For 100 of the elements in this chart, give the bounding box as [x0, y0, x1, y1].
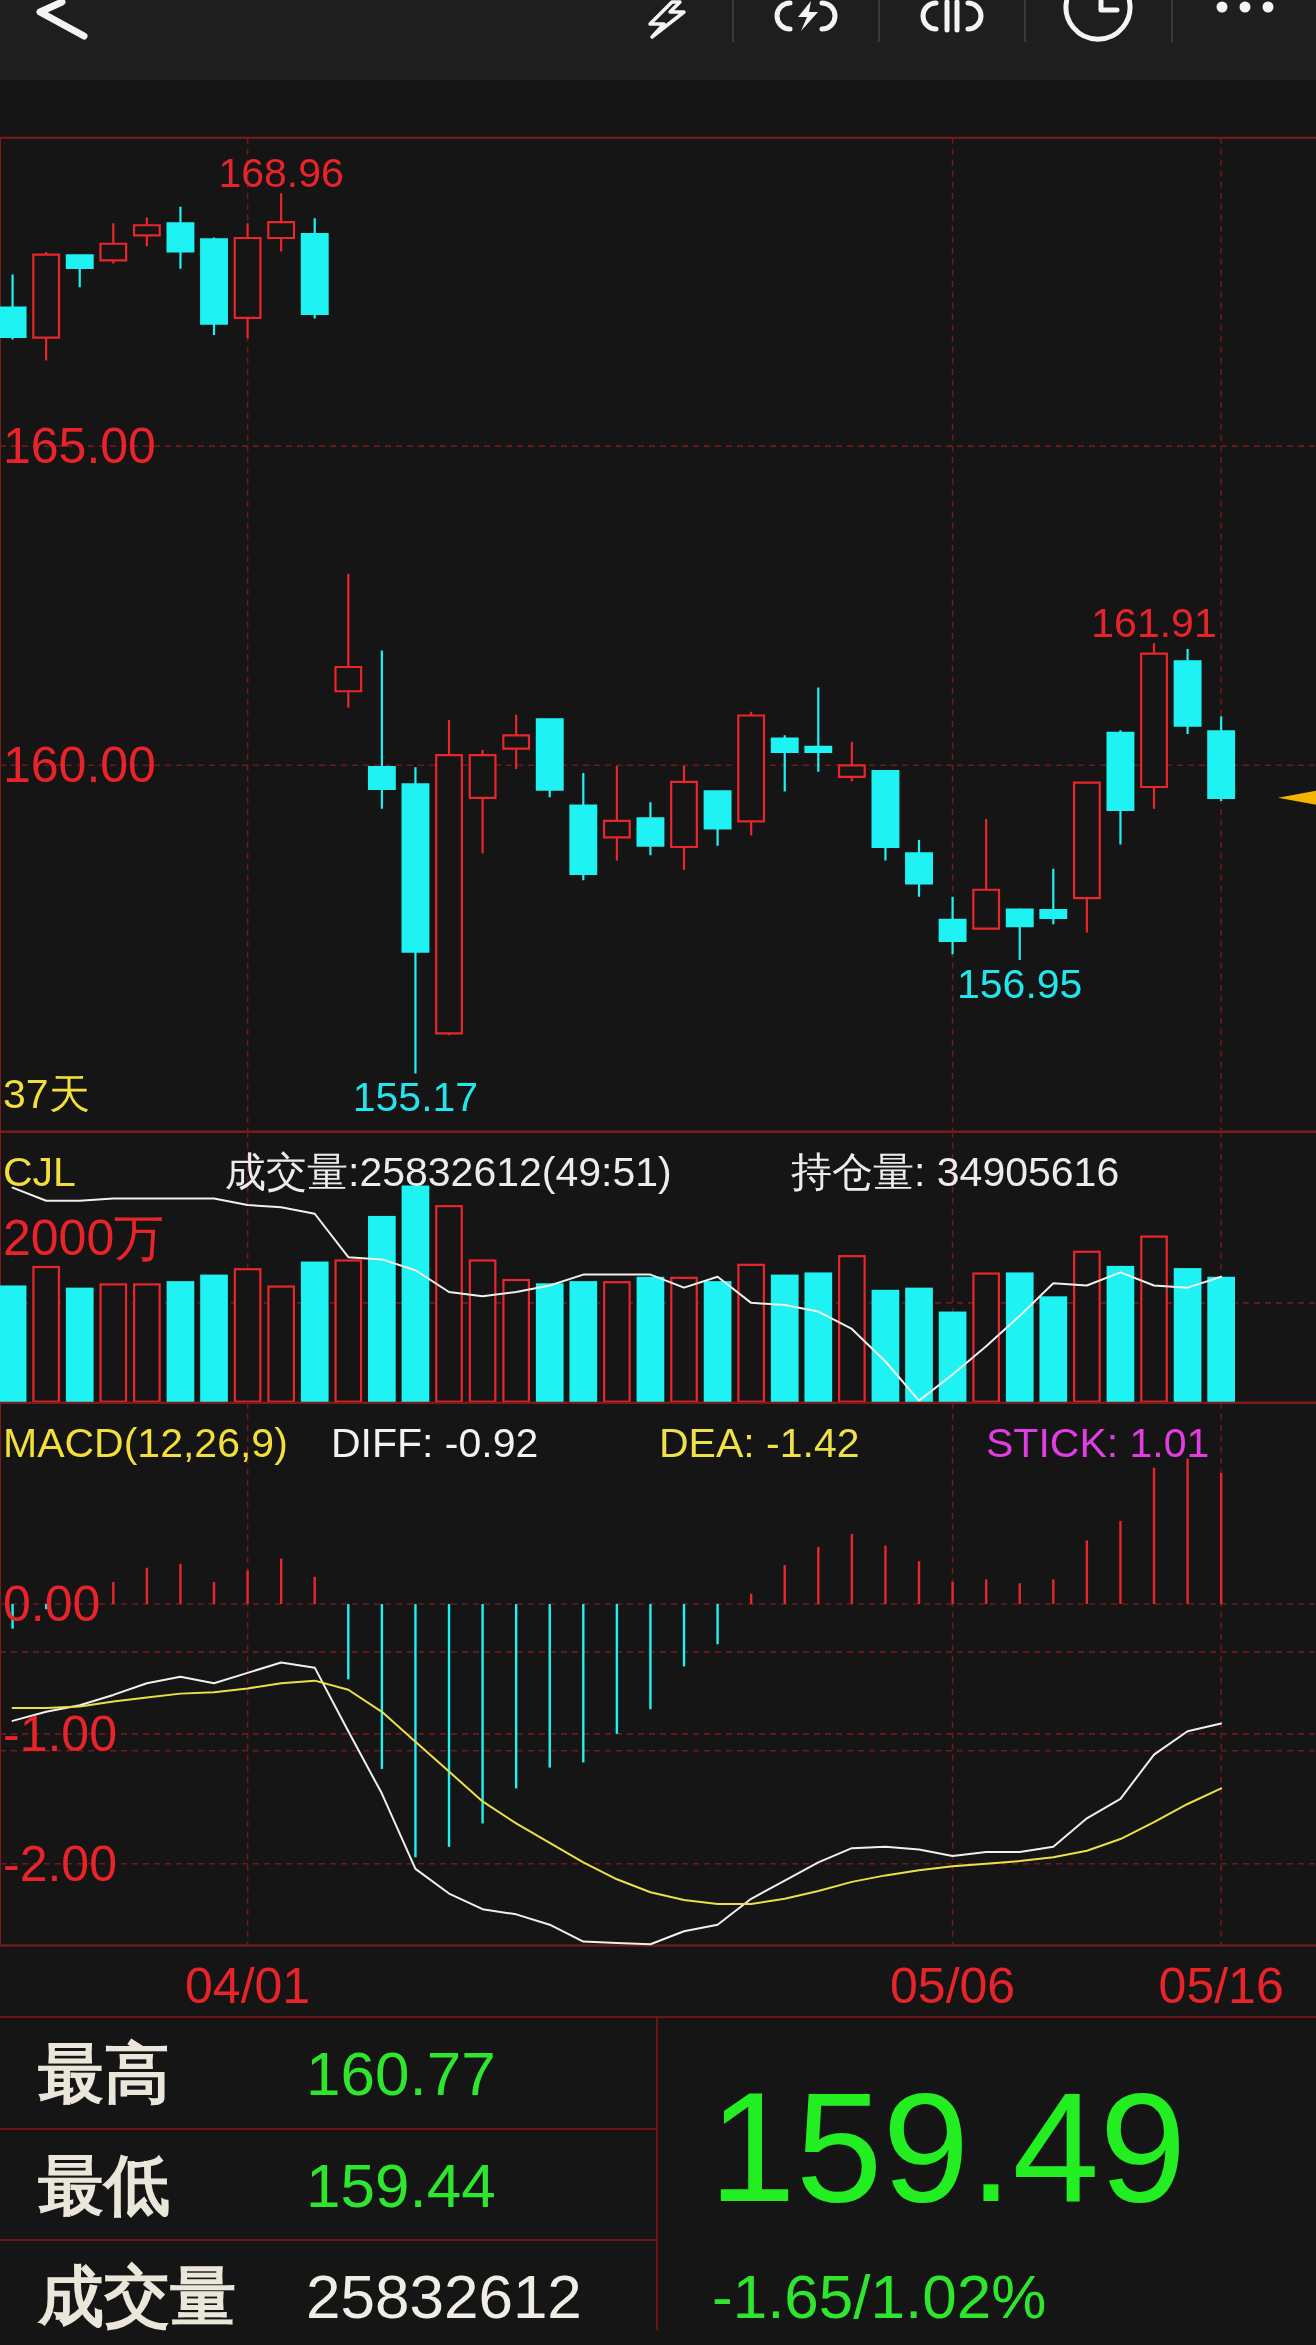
- bar: [468, 1259, 497, 1403]
- bar: [649, 1604, 652, 1710]
- candlestick: [938, 895, 967, 956]
- bar: [817, 1546, 820, 1605]
- bar: [938, 1311, 967, 1403]
- text: 159.49: [709, 2060, 1187, 2234]
- y-tick-label: 160.00: [3, 737, 156, 794]
- y-tick-label: -2.00: [3, 1835, 117, 1892]
- bar: [233, 1268, 262, 1403]
- candlestick: [166, 205, 195, 270]
- bar: [481, 1604, 484, 1824]
- bar: [1005, 1272, 1034, 1403]
- annotation: 成交量:25832612(49:51): [225, 1148, 672, 1195]
- candlestick: [200, 236, 228, 337]
- bar: [368, 1215, 396, 1403]
- x-tick-label: 05/16: [1158, 1958, 1284, 2014]
- bar: [905, 1287, 933, 1403]
- annotation: STICK: 1.01: [986, 1419, 1210, 1466]
- bar: [179, 1563, 182, 1605]
- candlestick: [468, 748, 497, 855]
- bar: [32, 1265, 61, 1403]
- annotation: 156.95: [957, 960, 1083, 1007]
- candlestick: [334, 572, 363, 709]
- bar: [65, 1287, 94, 1403]
- candlestick: [1072, 780, 1101, 934]
- bar: [1173, 1268, 1202, 1403]
- chart-title: CJL: [3, 1148, 76, 1195]
- bar: [838, 1255, 866, 1403]
- bar: [334, 1259, 363, 1403]
- x-tick-label: 04/01: [185, 1958, 311, 2014]
- text: 最低: [38, 2148, 170, 2222]
- candlestick: [569, 771, 598, 882]
- candlestick: [837, 740, 866, 783]
- bar: [951, 1581, 954, 1605]
- annotation: 168.96: [218, 150, 344, 197]
- annotation: 155.17: [352, 1074, 479, 1121]
- candlestick: [1039, 867, 1068, 926]
- y-tick-label: 165.00: [3, 418, 156, 475]
- candlestick: [1005, 907, 1034, 962]
- bar: [703, 1281, 732, 1403]
- candlestick: [770, 734, 799, 793]
- bar: [347, 1604, 350, 1680]
- annotation: 37天: [3, 1070, 90, 1117]
- bar: [200, 1274, 228, 1403]
- bar: [1106, 1265, 1135, 1403]
- bar: [1052, 1579, 1055, 1605]
- candlestick: [1140, 642, 1168, 810]
- candlestick: [65, 253, 94, 289]
- bar: [502, 1278, 531, 1403]
- text: 160.77: [306, 2038, 496, 2108]
- bar: [1186, 1458, 1189, 1605]
- bar: [535, 1283, 564, 1403]
- bar: [716, 1604, 719, 1645]
- text: 25832612: [306, 2261, 582, 2331]
- candlestick: [670, 764, 698, 872]
- bar: [1073, 1250, 1101, 1403]
- candlestick: [905, 838, 933, 898]
- bar: [884, 1545, 887, 1605]
- candlestick: [435, 718, 463, 1037]
- candlestick: [233, 222, 262, 340]
- candlestick: [300, 217, 329, 320]
- candlestick: [636, 801, 665, 857]
- candlestick: [132, 216, 161, 248]
- bar: [1119, 1520, 1122, 1605]
- text: 159.44: [306, 2150, 496, 2220]
- candlestick: [871, 769, 900, 862]
- candlestick: [737, 710, 766, 837]
- ref-line-label: 2000万: [3, 1209, 165, 1266]
- text: -1.65/1.02%: [712, 2261, 1047, 2331]
- y-tick-label: 0.00: [3, 1576, 101, 1633]
- candlestick: [972, 817, 1001, 931]
- bar: [1207, 1276, 1236, 1403]
- candlestick: [1173, 648, 1202, 736]
- annotation: DEA: -1.42: [659, 1419, 860, 1466]
- bar: [804, 1272, 833, 1403]
- bar: [1039, 1296, 1068, 1403]
- text: 最高: [38, 2036, 170, 2110]
- text: 成交量: [37, 2259, 236, 2333]
- candlestick: [267, 192, 296, 253]
- candlestick: [401, 766, 430, 1075]
- bar: [569, 1281, 598, 1403]
- candlestick: [0, 273, 27, 341]
- candlestick: [32, 250, 61, 362]
- chart-title: MACD(12,26,9): [3, 1419, 288, 1466]
- bar: [582, 1604, 585, 1763]
- bar: [435, 1205, 463, 1403]
- annotation: DIFF: -0.92: [331, 1419, 539, 1466]
- bar: [99, 1283, 128, 1403]
- bar: [0, 1285, 27, 1403]
- annotation: 161.91: [1091, 600, 1217, 647]
- bar: [972, 1272, 1001, 1403]
- bar: [166, 1281, 195, 1403]
- bar: [770, 1274, 799, 1403]
- bar: [267, 1285, 296, 1403]
- x-tick-label: 05/06: [890, 1958, 1016, 2014]
- bar: [300, 1261, 329, 1403]
- candlestick: [703, 789, 732, 847]
- bar: [112, 1581, 115, 1605]
- candlestick: [502, 713, 531, 771]
- bar: [871, 1289, 900, 1403]
